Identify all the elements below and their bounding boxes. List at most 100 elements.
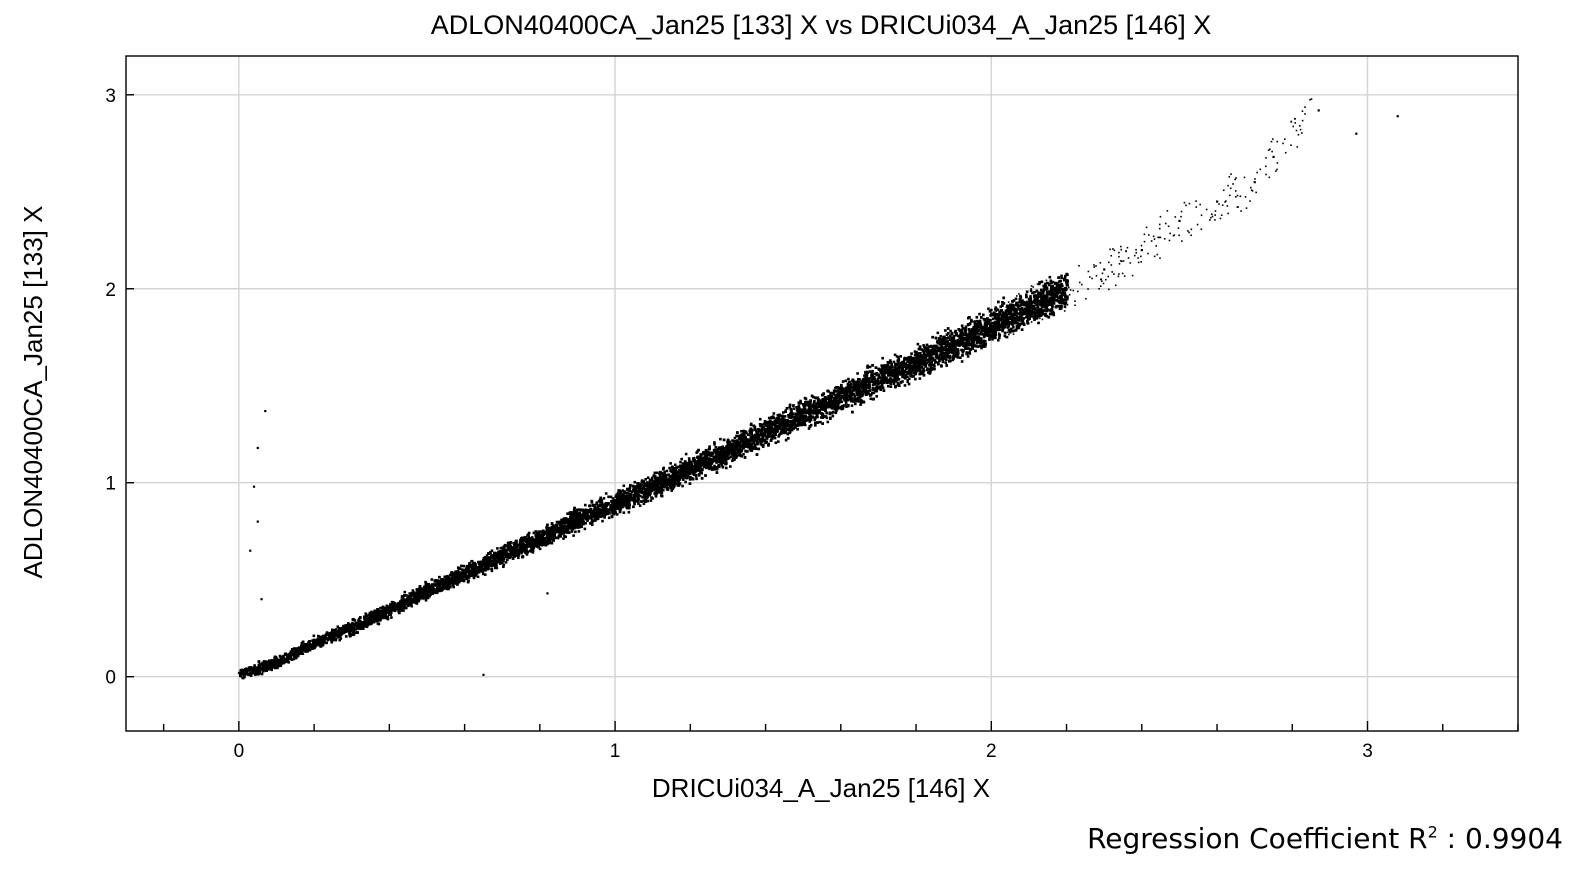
scatter-point [875,385,878,388]
scatter-point [501,555,505,559]
scatter-point [834,411,838,415]
scatter-point [502,563,506,567]
scatter-point [642,481,645,485]
scatter-point [797,401,801,404]
scatter-point [676,473,679,476]
scatter-point [734,448,738,452]
scatter-point [602,497,606,500]
y-tick-label: 1 [105,474,116,495]
scatter-point [847,377,850,381]
scatter-point [1015,315,1019,318]
scatter-point [690,463,693,466]
scatter-point [504,561,508,564]
scatter-point [827,394,830,398]
scatter-point [780,423,784,426]
y-tick-label: 0 [105,668,116,689]
scatter-point [669,462,672,465]
scatter-point [783,422,787,425]
scatter-point [697,458,700,461]
scatter-point [947,351,951,355]
scatter-point [951,358,955,362]
scatter-point [982,317,986,321]
scatter-point [628,486,632,489]
scatter-point [901,380,904,383]
scatter-point [899,355,903,358]
scatter-point [638,504,642,507]
scatter-point [1019,314,1022,318]
scatter-point [869,397,873,401]
scatter-point [690,460,693,464]
scatter-point [896,375,899,379]
scatter-point [720,464,724,467]
scatter-point [939,334,942,338]
scatter-point [799,399,802,403]
scatter-point [344,635,348,638]
scatter-point [848,397,851,401]
scatter-point [751,438,755,442]
scatter-point [599,496,602,500]
scatter-point [330,630,334,634]
scatter-point [1027,307,1031,311]
scatter-point [783,418,786,422]
scatter-point [338,638,342,642]
scatter-point [651,480,655,484]
scatter-point [712,467,715,470]
scatter-point [729,455,732,459]
scatter-point [603,516,606,519]
scatter-point [1033,308,1036,312]
scatter-point [653,475,657,478]
scatter-point [1006,307,1010,311]
x-tick-label: 1 [610,741,621,762]
scatter-point [1003,331,1007,335]
scatter-point [522,546,526,550]
scatter-point [737,444,740,448]
scatter-point [859,403,862,406]
scatter-point [999,324,1003,327]
scatter-point [389,613,392,617]
scatter-point [1042,287,1046,290]
scatter-point [663,470,666,474]
scatter-point [897,360,900,364]
scatter-point [508,547,511,551]
scatter-point [517,556,520,560]
scatter-point [916,342,920,346]
scatter-point [832,391,836,394]
scatter-point [895,367,899,370]
scatter-point [464,567,468,571]
scatter-point [840,400,844,404]
scatter-point [686,474,690,478]
scatter-point [954,345,957,349]
scatter-point [519,538,522,542]
scatter-point [646,499,650,503]
scatter-point [816,396,820,400]
scatter-point [945,349,949,352]
scatter-point [951,355,955,358]
scatter-point [1047,283,1051,287]
scatter-point [1044,282,1047,286]
scatter-point [938,342,942,346]
scatter-point [427,585,430,589]
scatter-point [704,451,707,455]
scatter-point [771,430,775,434]
scatter-point [933,350,937,354]
scatter-point [944,329,947,332]
scatter-point [1063,305,1067,309]
scatter-point [998,336,1001,340]
scatter-point [881,356,884,360]
scatter-point [987,307,990,311]
scatter-point [351,633,355,637]
scatter-point [680,457,683,461]
scatter-point [506,541,510,545]
scatter-point [499,549,502,553]
scatter-point [863,374,866,377]
scatter-point [1052,313,1055,317]
scatter-point [857,389,860,392]
scatter-point [637,502,640,505]
scatter-point [954,351,957,354]
scatter-point [753,443,756,446]
scatter-point [824,415,828,418]
scatter-point [925,343,929,347]
scatter-point [1028,300,1032,303]
scatter-point [721,459,725,462]
